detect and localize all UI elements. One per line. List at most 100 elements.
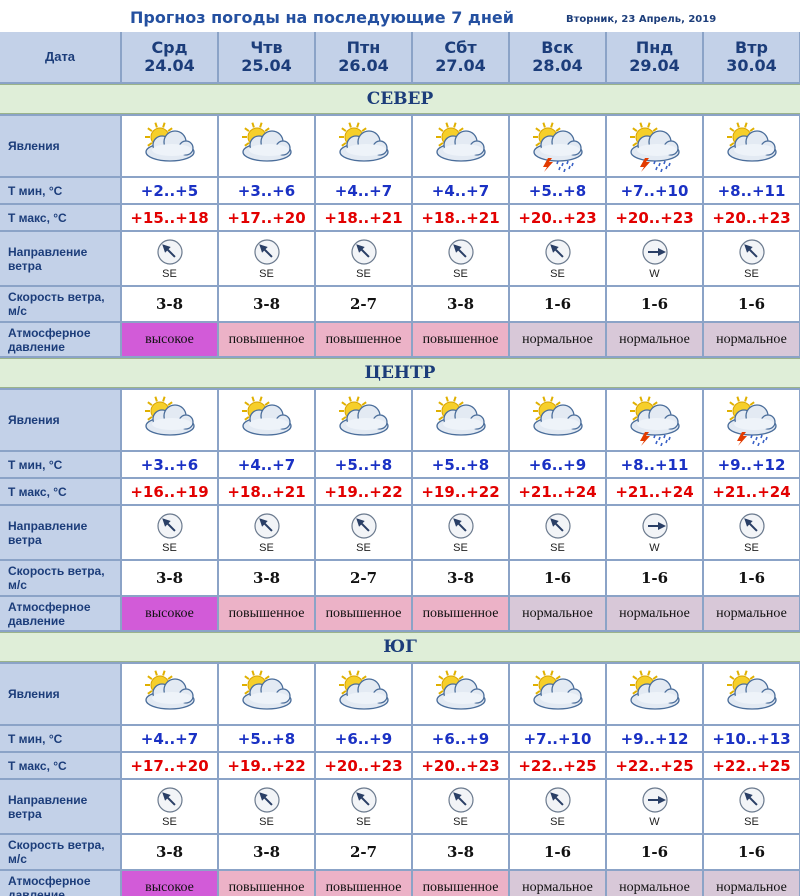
pressure-value: повышенное <box>413 323 508 356</box>
tmax-label: Т макс, °С <box>0 479 120 504</box>
wind-speed-value: 1-6 <box>607 835 702 869</box>
wind-direction-label: SE <box>453 267 468 280</box>
tmin-value: +6..+9 <box>316 726 411 751</box>
thunderstorm-rain-icon <box>629 396 680 446</box>
day-of-week: Вск <box>541 38 574 57</box>
weather-cell <box>704 116 799 176</box>
weather-cell <box>704 664 799 724</box>
wind-direction-indicator: SE <box>122 780 217 833</box>
wind-direction-cell: SE <box>413 780 508 833</box>
wind-speed-row: Скорость ветра, м/с 3-8 3-8 2-7 3-8 1-6 1-6 1-6 <box>0 561 800 595</box>
wind-direction-label: SE <box>453 815 468 828</box>
wind-speed-value: 3-8 <box>122 561 217 595</box>
wind-direction-indicator: SE <box>413 232 508 285</box>
thunderstorm-rain-icon <box>532 122 583 172</box>
partly-cloudy-icon <box>532 670 583 710</box>
tmin-value: +2..+5 <box>122 178 217 203</box>
wind-direction-cell: SE <box>510 780 605 833</box>
day-header: Птн 26.04 <box>316 32 411 82</box>
tmax-value: +17..+20 <box>219 205 314 230</box>
current-date: Вторник, 23 Апрель, 2019 <box>566 14 717 25</box>
day-date: 25.04 <box>241 56 292 75</box>
day-date: 28.04 <box>532 56 583 75</box>
wind-direction-label-header: Направление ветра <box>0 232 120 285</box>
partly-cloudy-icon <box>435 396 486 436</box>
weather-cell <box>413 390 508 450</box>
partly-cloudy-icon <box>338 670 389 710</box>
tmin-row: Т мин, °С +3..+6 +4..+7 +5..+8 +5..+8 +6..+9 +… <box>0 452 800 477</box>
weather-cell <box>704 390 799 450</box>
wind-direction-row: Направление ветра SE SE SE SE SE W SE <box>0 232 800 285</box>
tmin-value: +5..+8 <box>510 178 605 203</box>
compass-icon <box>350 786 377 813</box>
page-header: Прогноз погоды на последующие 7 дней Вто… <box>0 0 800 32</box>
wind-direction-label: SE <box>162 541 177 554</box>
wind-speed-value: 1-6 <box>510 835 605 869</box>
wind-direction-cell: SE <box>704 232 799 285</box>
wind-direction-indicator: SE <box>510 780 605 833</box>
wind-speed-row: Скорость ветра, м/с 3-8 3-8 2-7 3-8 1-6 1-6 1-6 <box>0 835 800 869</box>
wind-direction-indicator: SE <box>413 780 508 833</box>
weather-cell <box>219 116 314 176</box>
wind-direction-label: SE <box>259 541 274 554</box>
tmin-value: +5..+8 <box>316 452 411 477</box>
wind-direction-cell: SE <box>219 506 314 559</box>
wind-direction-indicator: SE <box>219 232 314 285</box>
tmin-value: +5..+8 <box>413 452 508 477</box>
pressure-value: повышенное <box>219 597 314 630</box>
wind-speed-value: 3-8 <box>122 287 217 321</box>
wind-direction-indicator: W <box>607 780 702 833</box>
compass-icon <box>544 238 571 265</box>
wind-direction-indicator: SE <box>704 780 799 833</box>
wind-speed-value: 3-8 <box>413 287 508 321</box>
partly-cloudy-icon <box>338 122 389 162</box>
wind-direction-label: W <box>649 815 660 828</box>
tmin-value: +9..+12 <box>704 452 799 477</box>
tmax-value: +22..+25 <box>607 753 702 778</box>
pressure-value: нормальное <box>704 323 799 356</box>
tmax-value: +19..+22 <box>316 479 411 504</box>
pressure-value: повышенное <box>316 597 411 630</box>
day-of-week: Сбт <box>444 38 477 57</box>
wind-direction-label-header: Направление ветра <box>0 780 120 833</box>
wind-direction-cell: W <box>607 506 702 559</box>
phenomena-row: Явления <box>0 390 800 450</box>
phenomena-label: Явления <box>0 664 120 724</box>
region-header-row: ЮГ <box>0 632 800 662</box>
tmin-label: Т мин, °С <box>0 726 120 751</box>
compass-icon <box>350 238 377 265</box>
pressure-label: Атмосферное давление <box>0 871 120 896</box>
region-header-row: ЦЕНТР <box>0 358 800 388</box>
wind-direction-label: SE <box>356 815 371 828</box>
partly-cloudy-icon <box>241 396 292 436</box>
pressure-row: Атмосферное давление высокое повышенное пов… <box>0 597 800 630</box>
weather-cell <box>316 390 411 450</box>
weather-cell <box>607 390 702 450</box>
wind-direction-indicator: SE <box>704 506 799 559</box>
tmax-value: +16..+19 <box>122 479 217 504</box>
wind-direction-indicator: SE <box>413 506 508 559</box>
wind-direction-label: SE <box>744 541 759 554</box>
tmax-value: +17..+20 <box>122 753 217 778</box>
day-header: Пнд 29.04 <box>607 32 702 82</box>
wind-direction-cell: SE <box>122 506 217 559</box>
wind-speed-label: Скорость ветра, м/с <box>0 287 120 321</box>
day-date: 29.04 <box>629 56 680 75</box>
partly-cloudy-icon <box>435 670 486 710</box>
weather-cell <box>510 116 605 176</box>
pressure-value: высокое <box>122 871 217 896</box>
pressure-value: высокое <box>122 597 217 630</box>
weather-cell <box>413 116 508 176</box>
compass-icon <box>447 512 474 539</box>
tmin-value: +6..+9 <box>413 726 508 751</box>
wind-speed-value: 1-6 <box>607 287 702 321</box>
pressure-value: нормальное <box>607 597 702 630</box>
wind-speed-row: Скорость ветра, м/с 3-8 3-8 2-7 3-8 1-6 1-6 1-6 <box>0 287 800 321</box>
compass-icon <box>738 786 765 813</box>
wind-direction-label: SE <box>453 541 468 554</box>
partly-cloudy-icon <box>144 396 195 436</box>
region-title: СЕВЕР <box>0 84 800 114</box>
wind-direction-cell: SE <box>704 506 799 559</box>
header-row: Дата Срд 24.04 Чтв 25.04 Птн 26.04 Сбт 27.04 Вск 2… <box>0 32 800 82</box>
partly-cloudy-icon <box>338 396 389 436</box>
